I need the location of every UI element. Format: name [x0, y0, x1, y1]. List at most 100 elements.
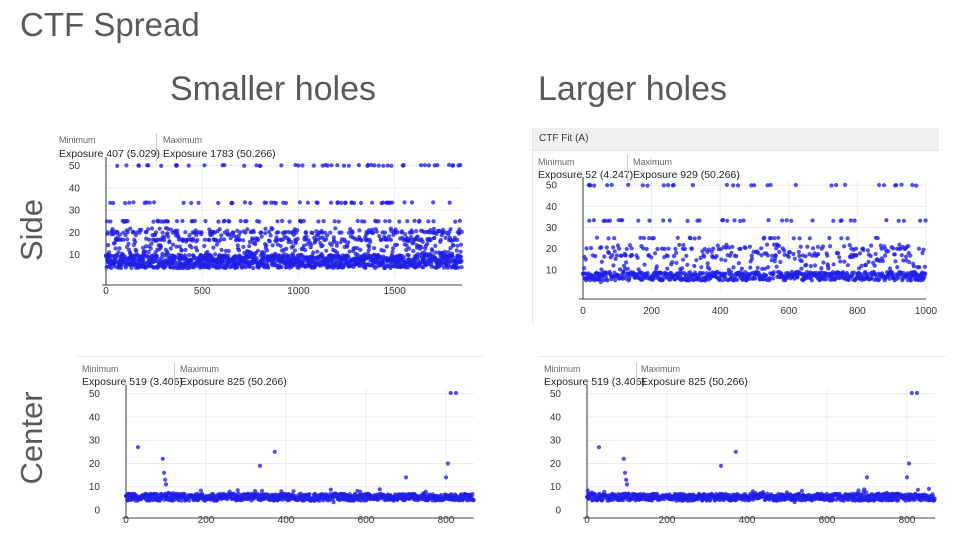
data-point: [346, 163, 351, 168]
data-point: [714, 253, 719, 259]
column-header-larger-holes: Larger holes: [538, 70, 728, 108]
stat-divider: [156, 133, 157, 161]
data-point: [238, 230, 243, 235]
data-point: [311, 250, 316, 255]
y-tick-label: 30: [69, 206, 81, 217]
slide-title: CTF Spread: [20, 6, 200, 43]
stat-divider: [627, 155, 628, 182]
y-tick-label: 20: [550, 459, 562, 470]
data-point: [235, 488, 240, 493]
data-point: [768, 236, 774, 241]
data-point: [391, 246, 396, 251]
data-point: [423, 489, 428, 494]
data-point: [331, 238, 337, 243]
x-tick-label: 600: [819, 515, 836, 526]
data-point: [107, 250, 112, 255]
data-point: [254, 256, 259, 261]
data-point: [202, 237, 207, 242]
data-point: [642, 262, 647, 267]
data-point: [856, 488, 861, 493]
data-point: [358, 489, 363, 494]
data-point: [684, 253, 689, 258]
data-point: [692, 236, 697, 241]
data-point: [329, 243, 334, 248]
data-point: [738, 246, 743, 251]
data-point: [403, 232, 408, 237]
data-point: [334, 243, 339, 248]
data-point: [272, 449, 277, 454]
data-point: [747, 244, 752, 249]
data-point: [116, 250, 121, 255]
data-point: [325, 233, 330, 238]
data-point: [219, 233, 224, 238]
data-point: [135, 445, 141, 450]
data-point: [430, 248, 435, 253]
data-point: [307, 492, 312, 497]
data-point: [815, 244, 820, 249]
data-point: [143, 244, 149, 249]
data-point: [612, 236, 617, 241]
data-point: [383, 219, 388, 224]
data-point: [174, 219, 180, 224]
chart-header-title: CTF Fit (A): [539, 133, 589, 144]
data-point: [266, 265, 271, 270]
data-point: [276, 230, 281, 235]
data-point: [213, 252, 218, 257]
data-point: [906, 244, 911, 249]
data-point: [718, 463, 724, 468]
data-point: [123, 201, 128, 206]
data-point: [670, 260, 675, 265]
data-point: [105, 230, 110, 235]
data-point: [355, 246, 360, 251]
data-point: [830, 497, 836, 502]
data-point: [329, 163, 334, 168]
data-point: [451, 243, 456, 248]
data-point: [709, 249, 714, 254]
minimum-label: Minimum: [82, 364, 119, 374]
maximum-label: Maximum: [641, 364, 681, 374]
data-point: [381, 248, 386, 253]
data-point: [328, 200, 334, 205]
data-point: [834, 182, 839, 188]
data-point: [827, 235, 832, 241]
data-point: [255, 248, 261, 253]
data-point: [688, 236, 693, 241]
data-point: [623, 253, 628, 258]
data-point: [186, 163, 191, 168]
data-point: [681, 242, 686, 248]
data-point: [624, 482, 630, 487]
data-point: [594, 235, 600, 240]
data-point: [881, 183, 887, 188]
data-point: [769, 253, 775, 258]
data-point: [222, 163, 227, 168]
data-point: [852, 218, 857, 223]
data-point: [734, 254, 739, 259]
data-point: [279, 265, 284, 270]
chart-panel-side-larger: CTF Fit (A) Minimum Exposure 52 (4.247) …: [532, 128, 939, 324]
minimum-value: Exposure 407 (5.029): [59, 148, 160, 160]
data-point: [766, 218, 771, 223]
data-point: [264, 243, 269, 248]
data-point: [458, 249, 463, 254]
data-point: [743, 245, 748, 250]
data-point: [263, 226, 268, 231]
data-point: [681, 257, 686, 262]
data-point: [627, 243, 632, 248]
data-point: [799, 259, 804, 264]
data-point: [163, 477, 168, 482]
data-point: [869, 243, 874, 248]
minimum-value: Exposure 519 (3.406): [82, 376, 183, 388]
minimum-label: Minimum: [59, 135, 96, 145]
y-tick-label: 30: [550, 436, 562, 447]
minimum-value: Exposure 52 (4.247): [538, 169, 634, 181]
data-point: [339, 230, 344, 235]
row-label-center: Center: [14, 391, 49, 485]
data-point: [893, 259, 898, 264]
data-point: [624, 477, 629, 482]
data-point: [394, 242, 400, 247]
data-point: [458, 242, 464, 247]
